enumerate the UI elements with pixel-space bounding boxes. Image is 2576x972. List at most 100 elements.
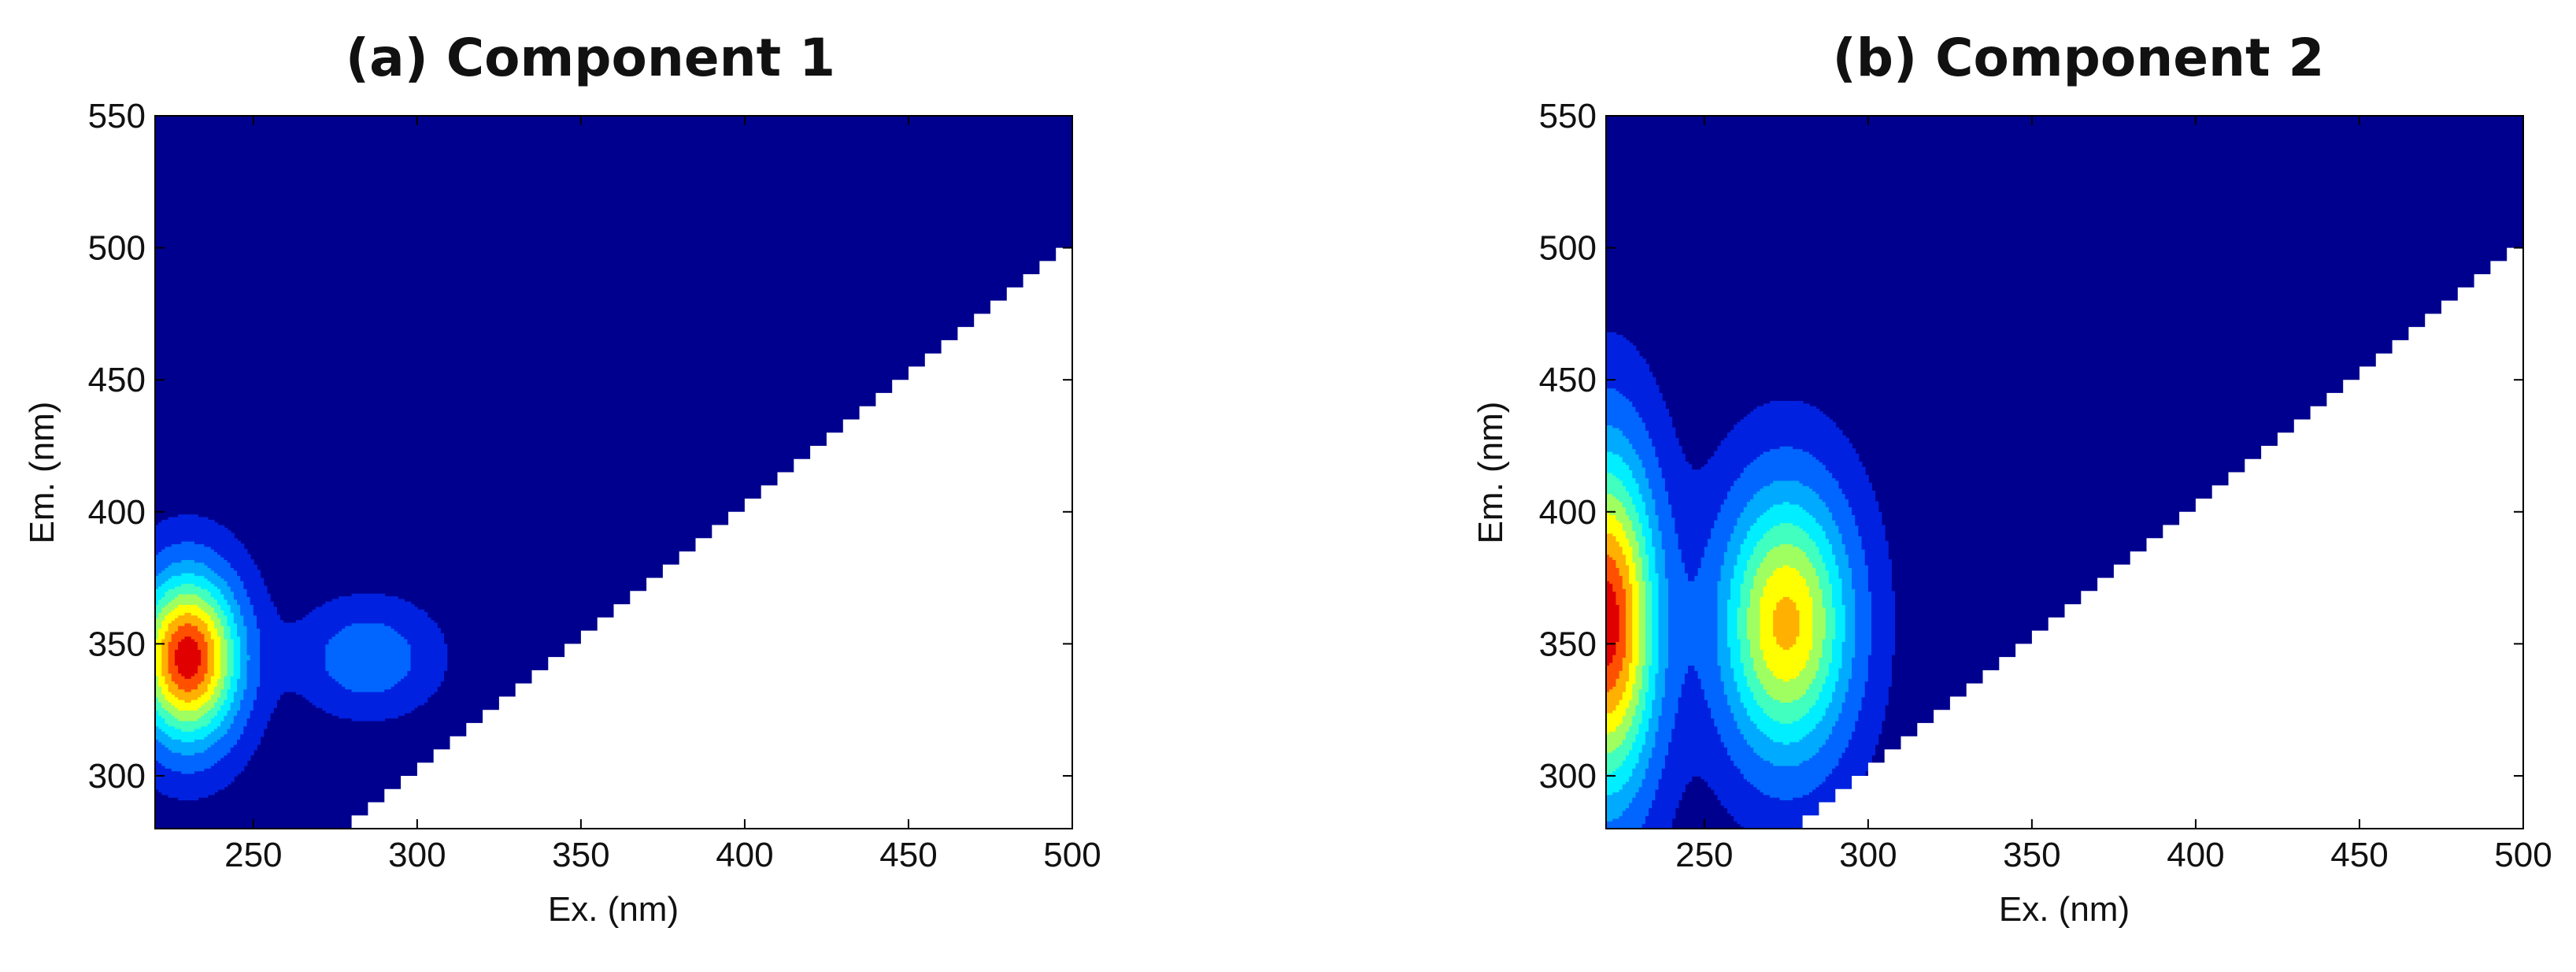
contour-cell [331,710,336,714]
contour-cell [371,694,376,698]
contour-cell [174,572,180,577]
contour-cell [207,556,212,561]
contour-cell [384,630,389,634]
contour-cell [357,657,363,661]
contour-cell [207,677,212,682]
contour-cell [207,564,212,569]
contour-cell [168,725,172,729]
contour-cell [168,525,172,529]
contour-cell [155,622,160,626]
contour-cell [339,609,343,614]
contour-cell [401,649,405,653]
contour-cell [224,538,228,542]
contour-cell [377,686,382,690]
contour-cell [348,707,353,711]
contour-cell [171,517,176,521]
contour-cell [227,781,231,785]
contour-cell [401,644,405,647]
contour-cell [371,617,376,621]
contour-cell [184,519,189,524]
contour-cell [207,714,212,719]
contour-cell [224,725,228,729]
contour-cell [178,551,183,555]
contour-cell [325,607,330,610]
contour-cell [374,699,379,703]
contour-cell [184,662,189,666]
contour-cell [315,667,320,671]
contour-cell [201,712,205,716]
contour-cell [227,722,231,727]
contour-cell [361,707,366,711]
contour-cell [204,614,209,618]
contour-cell [305,657,310,661]
contour-cell [339,622,343,626]
contour-cell [348,712,353,716]
contour-cell [319,622,324,626]
contour-cell [227,654,231,659]
contour-cell [299,651,304,655]
contour-cell [230,583,235,587]
contour-cell [260,633,265,637]
contour-cell [368,599,372,603]
contour-cell [171,775,176,780]
contour-cell [348,665,353,669]
contour-cell [194,722,198,727]
contour-cell [240,765,245,769]
contour-cell [165,707,169,711]
contour-cell [178,569,183,573]
contour-cell [158,712,163,716]
contour-cell [368,622,372,626]
contour-cell [198,519,202,524]
contour-cell [181,554,186,558]
contour-cell [240,667,245,671]
contour-cell [155,564,160,569]
contour-cell [168,554,172,558]
contour-cell [191,636,195,640]
contour-cell [365,702,369,706]
contour-cell [210,665,215,669]
contour-cell [161,607,166,610]
contour-cell [371,677,376,682]
contour-cell [184,585,189,589]
contour-cell [335,696,339,700]
contour-cell [243,569,248,573]
contour-cell [155,736,160,740]
contour-cell [339,625,343,629]
contour-cell [357,628,363,632]
contour-cell [198,591,202,595]
contour-cell [237,614,242,618]
contour-cell [381,646,386,650]
contour-cell [394,644,398,647]
contour-cell [217,617,222,621]
contour-cell [158,591,163,595]
contour-cell [198,641,202,645]
contour-cell [339,599,343,603]
contour-cell [348,614,353,618]
contour-cell [184,733,189,737]
contour-cell [384,702,389,706]
contour-cell [256,630,261,634]
contour-cell [184,630,189,634]
contour-cell [191,718,195,722]
contour-cell [246,741,251,745]
contour-cell [312,667,316,671]
contour-cell [394,683,398,687]
contour-cell [174,673,180,677]
contour-cell [168,620,172,624]
contour-cell [377,673,382,677]
contour-cell [174,665,180,669]
contour-cell [165,759,169,764]
contour-cell [184,762,189,766]
contour-cell [161,588,166,592]
panel-component-1: (a) Component 1 250 300 350 400 450 500300350… [23,28,1101,929]
contour-cell [213,628,218,632]
contour-cell [374,649,379,653]
contour-cell [354,633,359,637]
contour-cell [269,688,274,692]
contour-cell [365,636,369,640]
contour-cell [260,722,265,727]
contour-cell [161,755,166,759]
contour-cell [158,747,163,751]
contour-cell [309,646,313,650]
contour-cell [351,620,356,624]
